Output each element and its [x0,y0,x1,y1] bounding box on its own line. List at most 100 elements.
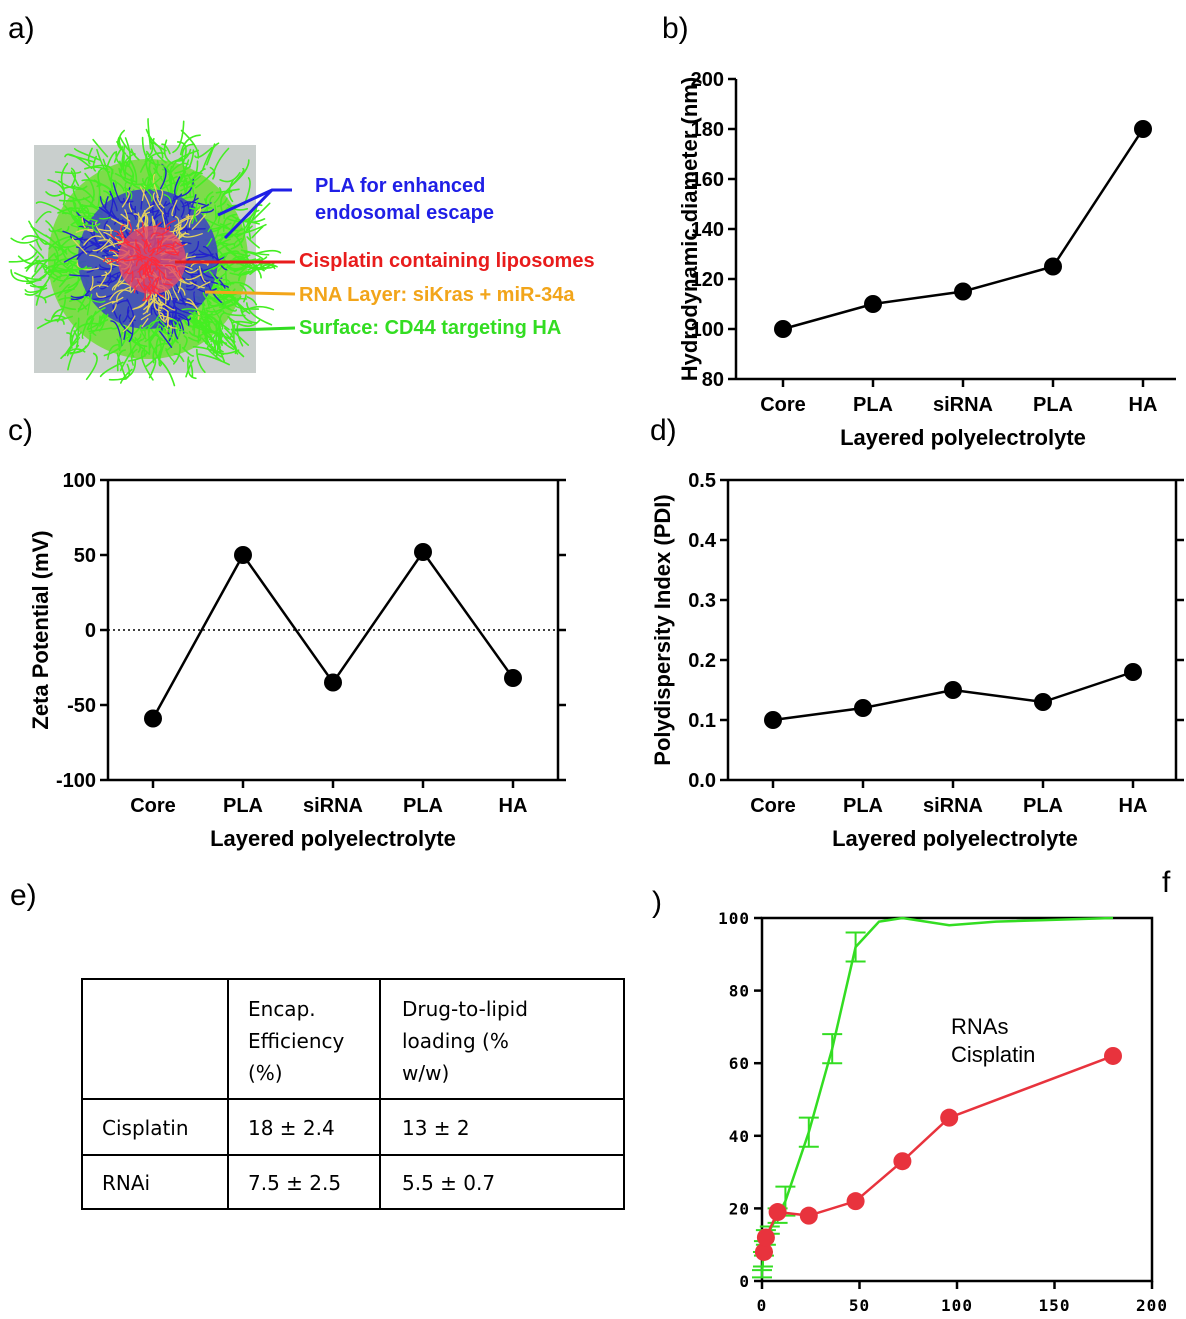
fiber-strand [248,209,260,240]
fiber-strand [216,273,226,281]
fiber-strand [180,200,185,218]
fiber-strand [198,265,206,283]
fiber-strand [57,207,79,214]
fiber-strand [92,238,111,252]
fiber-strand [122,153,136,176]
fiber-strand [87,147,93,165]
fiber-strand [171,199,178,217]
data-point [1134,120,1152,138]
fiber-strand [233,237,243,247]
fiber-strand [230,220,246,250]
x-tick-label: 100 [941,1296,973,1315]
fiber-strand [118,336,122,350]
fiber-strand [133,285,136,294]
fiber-strand [93,179,101,207]
data-point-cisplatin [768,1203,787,1222]
panel-label-f: f [1162,866,1171,899]
fiber-strand [198,317,211,325]
data-point [504,669,522,687]
fiber-strand [148,319,160,331]
fiber-strand [142,178,156,192]
fiber-strand [48,228,62,233]
fiber-strand [140,183,153,202]
fiber-strand [191,273,198,285]
x-axis-title: Layered polyelectrolyte [210,826,456,851]
fiber-strand [169,318,179,328]
fiber-strand [224,327,235,339]
fiber-strand [105,151,116,170]
fiber-strand [122,363,131,381]
fiber-strand [128,202,133,213]
fiber-strand [163,139,173,165]
fiber-strand [24,273,53,296]
y-tick-label: -100 [56,770,96,792]
fiber-strand [110,206,120,223]
fiber-strand [146,264,151,274]
fiber-strand [90,242,109,256]
y-tick-label: 40 [729,1127,750,1146]
y-tick-label: 0.0 [688,770,716,792]
fiber-strand [59,190,78,201]
fiber-strand [224,270,236,299]
x-axis-title: Layered polyelectrolyte [840,425,1086,450]
fiber-strand [202,142,220,171]
table-header-encap-line3: (%) [248,1061,283,1085]
fiber-strand [233,262,250,273]
x-tick-label: HA [499,795,528,817]
fiber-strand [144,280,152,292]
fiber-strand [122,232,131,243]
fiber-strand [58,195,91,202]
fiber-strand [153,260,161,268]
fiber-strand [135,258,147,267]
fiber-strand [173,197,180,211]
fiber-strand [118,314,133,335]
fiber-strand [183,335,188,350]
fiber-strand [243,251,263,260]
fiber-strand [151,291,165,306]
table-header-loading-line1: Drug-to-lipid [402,997,528,1021]
fiber-strand [150,259,160,264]
data-point [1034,693,1052,711]
fiber-strand [150,264,163,267]
fiber-strand [228,179,234,203]
fiber-strand [222,278,232,286]
series-line-cisplatin [762,1054,1114,1253]
annotation-cisplatin: Cisplatin containing liposomes [299,250,595,272]
fiber-strand [96,292,107,298]
fiber-strand [47,179,66,206]
fiber-strand [81,204,99,222]
fiber-strand [158,318,174,338]
fiber-strand [47,269,61,279]
fiber-strand [251,263,262,279]
fiber-strand [151,247,162,256]
y-tick-label: 0.3 [688,590,716,612]
fiber-strand [150,256,161,263]
fiber-strand [193,313,213,321]
panel-label-b: b) [662,12,689,45]
y-tick-label: 100 [718,909,750,928]
fiber-strand [157,328,174,344]
y-tick-label: 50 [74,545,96,567]
fiber-strand [208,338,228,345]
fiber-strand [126,244,140,252]
fiber-strand [86,310,97,331]
fiber-strand [246,302,273,326]
fiber-strand [143,287,146,300]
fiber-strand [116,258,126,264]
fiber-strand [69,235,84,241]
x-tick-label: PLA [223,795,263,817]
fiber-strand [188,207,201,228]
fiber-strand [189,281,205,289]
fiber-strand [240,309,258,324]
fiber-strand [226,203,249,211]
fiber-strand [71,322,99,341]
legend-label-cisplatin: Cisplatin [951,1042,1035,1067]
fiber-strand [44,315,73,322]
fiber-strand [148,157,160,189]
fiber-strand [227,316,261,327]
fiber-strand [193,291,197,313]
fiber-strand [238,223,267,235]
fiber-strand [236,321,244,347]
fiber-strand [24,255,40,269]
fiber-strand [213,187,222,204]
